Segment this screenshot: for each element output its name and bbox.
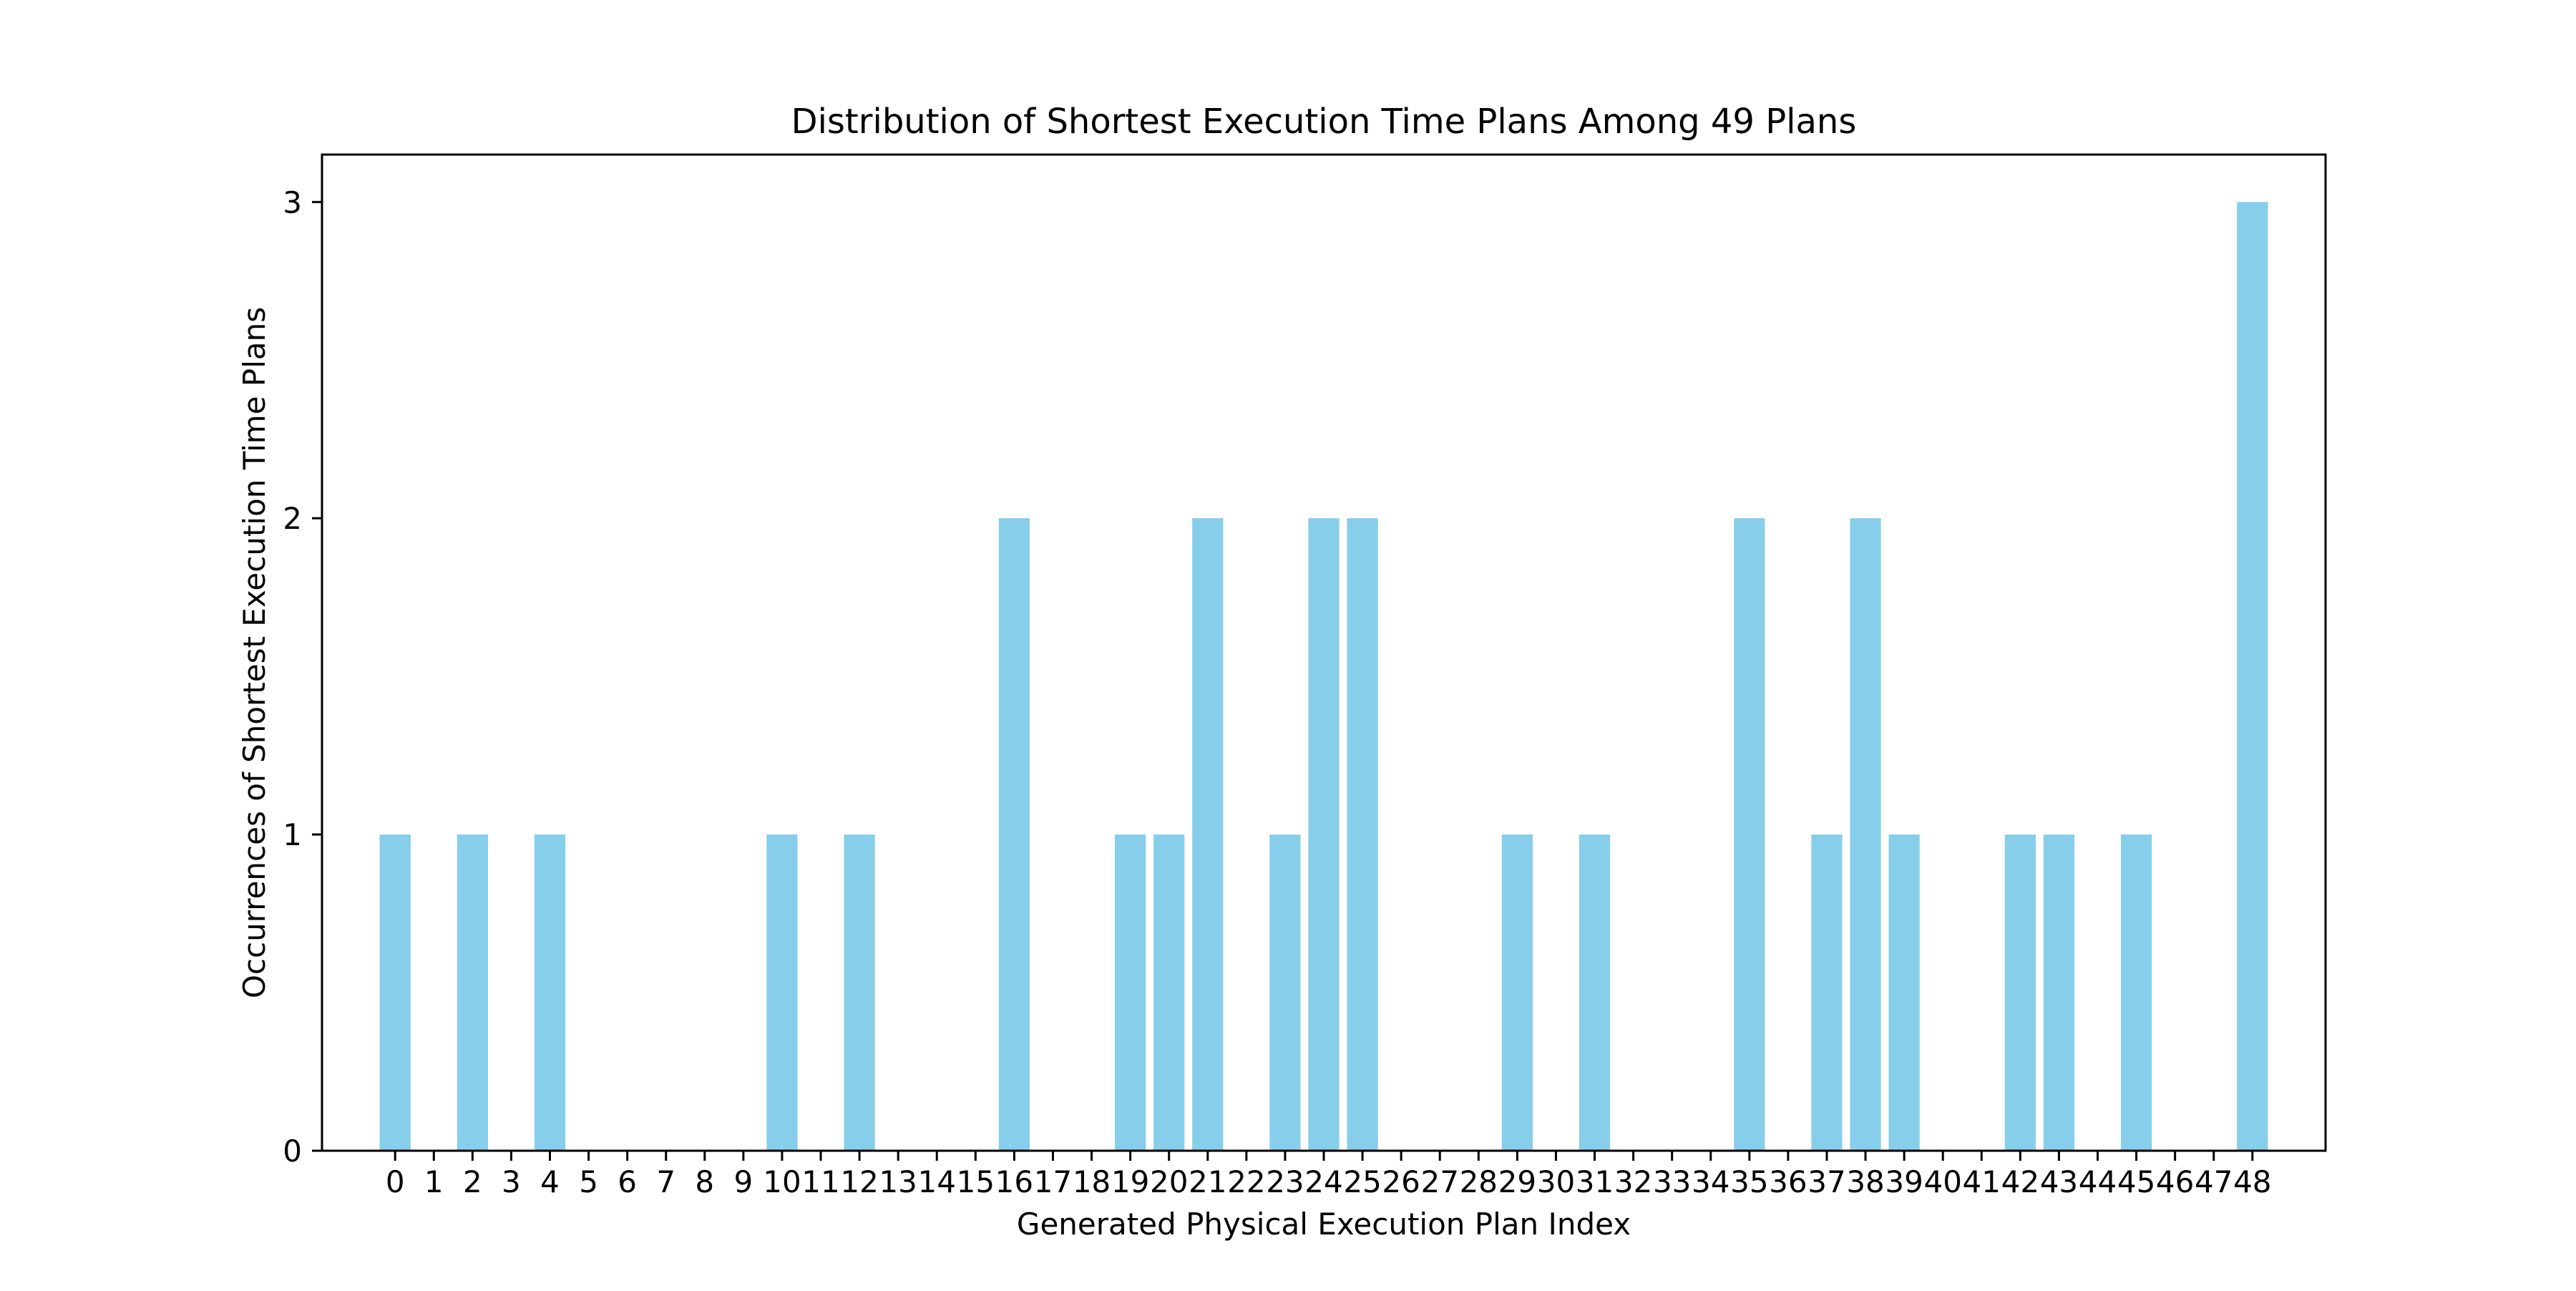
y-tick-label: 2 xyxy=(283,501,302,536)
y-tick-label: 0 xyxy=(283,1134,302,1169)
x-tick-label: 18 xyxy=(1073,1164,1111,1199)
x-tick-label: 27 xyxy=(1420,1164,1458,1199)
plot-frame xyxy=(321,153,2327,1152)
x-tick-label: 31 xyxy=(1576,1164,1614,1199)
x-tick-label: 39 xyxy=(1885,1164,1923,1199)
bar-0 xyxy=(379,834,411,1151)
bar-25 xyxy=(1347,518,1378,1151)
bar-24 xyxy=(1308,518,1340,1151)
bar-48 xyxy=(2237,202,2268,1151)
x-tick-label: 40 xyxy=(1923,1164,1961,1199)
x-tick-label: 19 xyxy=(1111,1164,1149,1199)
x-tick-label: 14 xyxy=(918,1164,956,1199)
bar-31 xyxy=(1579,834,1611,1151)
x-tick-label: 1 xyxy=(424,1164,444,1199)
x-tick-label: 8 xyxy=(695,1164,714,1199)
bar-10 xyxy=(766,834,798,1151)
chart-title: Distribution of Shortest Execution Time … xyxy=(791,102,1857,142)
bar-12 xyxy=(844,834,875,1151)
bar-16 xyxy=(998,518,1030,1151)
bar-21 xyxy=(1192,518,1224,1151)
x-tick-label: 36 xyxy=(1769,1164,1807,1199)
x-tick-label: 4 xyxy=(540,1164,560,1199)
x-tick-label: 22 xyxy=(1227,1164,1265,1199)
x-tick-label: 33 xyxy=(1653,1164,1691,1199)
x-tick-label: 44 xyxy=(2079,1164,2117,1199)
x-tick-label: 23 xyxy=(1266,1164,1304,1199)
x-axis-label: Generated Physical Execution Plan Index xyxy=(1017,1207,1631,1242)
y-tick-label: 1 xyxy=(283,817,302,852)
bar-19 xyxy=(1115,834,1146,1151)
x-tick-label: 3 xyxy=(502,1164,521,1199)
x-tick-label: 37 xyxy=(1807,1164,1845,1199)
x-tick-label: 2 xyxy=(463,1164,482,1199)
x-tick-label: 24 xyxy=(1304,1164,1342,1199)
x-tick-label: 10 xyxy=(763,1164,801,1199)
x-tick-label: 47 xyxy=(2195,1164,2233,1199)
bar-4 xyxy=(534,834,566,1151)
x-tick-label: 26 xyxy=(1382,1164,1420,1199)
x-tick-label: 15 xyxy=(957,1164,995,1199)
x-tick-label: 34 xyxy=(1692,1164,1729,1199)
bar-42 xyxy=(2004,834,2036,1151)
bar-20 xyxy=(1153,834,1185,1151)
x-tick-label: 30 xyxy=(1537,1164,1575,1199)
bar-2 xyxy=(457,834,488,1151)
x-tick-label: 11 xyxy=(801,1164,839,1199)
x-tick-label: 21 xyxy=(1189,1164,1226,1199)
x-tick-label: 45 xyxy=(2117,1164,2155,1199)
x-tick-label: 17 xyxy=(1034,1164,1072,1199)
x-tick-label: 35 xyxy=(1730,1164,1768,1199)
x-tick-label: 41 xyxy=(1963,1164,2001,1199)
x-tick-label: 43 xyxy=(2040,1164,2078,1199)
bars-layer xyxy=(379,202,2268,1151)
bar-39 xyxy=(1888,834,1920,1151)
x-tick-label: 32 xyxy=(1614,1164,1652,1199)
bar-38 xyxy=(1850,518,1881,1151)
x-tick-label: 5 xyxy=(579,1164,598,1199)
bar-37 xyxy=(1811,834,1843,1151)
x-tick-label: 28 xyxy=(1460,1164,1498,1199)
x-tick-label: 42 xyxy=(2001,1164,2039,1199)
x-axis-ticks: 0 1 2 3 4 5 6 7 8 9 10 11 12 13 14 15 16 17 18 19 20 21 22 23 24… xyxy=(386,1151,2272,1199)
x-tick-label: 25 xyxy=(1343,1164,1381,1199)
y-axis-label: Occurrences of Shortest Execution Time P… xyxy=(237,307,272,998)
y-axis-ticks: 0 1 2 3 xyxy=(283,185,322,1169)
x-tick-label: 13 xyxy=(879,1164,917,1199)
y-tick-label: 3 xyxy=(283,185,302,220)
x-tick-label: 9 xyxy=(734,1164,753,1199)
x-tick-label: 29 xyxy=(1498,1164,1536,1199)
bar-29 xyxy=(1501,834,1533,1151)
bar-35 xyxy=(1734,518,1765,1151)
x-tick-label: 6 xyxy=(618,1164,637,1199)
x-tick-label: 7 xyxy=(656,1164,675,1199)
x-tick-label: 16 xyxy=(995,1164,1033,1199)
x-tick-label: 46 xyxy=(2156,1164,2194,1199)
bar-23 xyxy=(1269,834,1301,1151)
bar-43 xyxy=(2043,834,2075,1151)
x-tick-label: 38 xyxy=(1846,1164,1884,1199)
x-tick-label: 0 xyxy=(386,1164,405,1199)
x-tick-label: 48 xyxy=(2233,1164,2271,1199)
bar-45 xyxy=(2120,834,2152,1151)
x-tick-label: 20 xyxy=(1150,1164,1188,1199)
x-tick-label: 12 xyxy=(840,1164,878,1199)
